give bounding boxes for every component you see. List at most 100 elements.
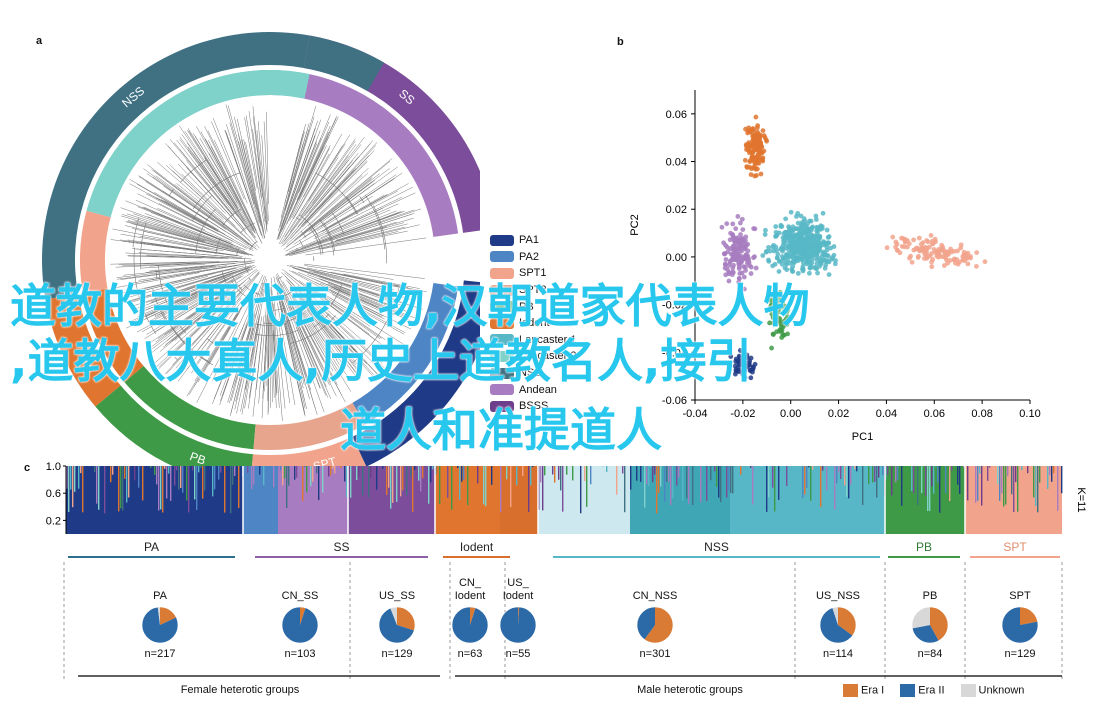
tree-branch <box>278 127 316 236</box>
tree-branch <box>282 281 341 378</box>
era-legend-label: Era I <box>861 684 885 697</box>
admix-bar <box>586 466 588 507</box>
admix-bar <box>263 466 265 486</box>
pie-slice <box>142 607 178 643</box>
pie-count: n=84 <box>917 648 943 660</box>
tree-branch <box>320 203 399 239</box>
tree-branch <box>114 272 200 289</box>
admix-bar <box>967 466 969 501</box>
scatter-point <box>743 256 749 262</box>
admix-bar <box>670 466 672 506</box>
scatter-point <box>823 258 829 263</box>
pie-slice <box>300 607 306 625</box>
tree-branch <box>291 294 352 392</box>
tree-branch <box>297 266 394 290</box>
legend-item: Iodent <box>490 315 576 332</box>
admix-bar <box>540 466 542 483</box>
legend-item: NSS <box>490 365 576 382</box>
admix-bar <box>726 466 728 498</box>
scatter-point <box>899 235 904 241</box>
admix-bar <box>882 466 884 475</box>
tree-branch-arc <box>277 276 283 280</box>
tree-branch-arc <box>263 312 305 324</box>
admix-bar <box>510 466 512 508</box>
admix-bar <box>238 466 240 509</box>
tree-branch <box>198 161 235 210</box>
tree-branch <box>142 276 242 332</box>
scatter-point <box>745 147 751 153</box>
admix-bar <box>854 466 856 470</box>
tree-branch <box>142 277 227 312</box>
admix-bar <box>310 466 312 487</box>
scatter-point <box>781 310 787 316</box>
admix-bar <box>838 466 840 473</box>
scatter-point <box>790 227 796 233</box>
admix-bar <box>316 466 318 474</box>
admix-bar <box>430 466 432 483</box>
tree-branch <box>226 132 252 205</box>
legend-swatch <box>490 400 514 412</box>
admix-bar <box>328 466 330 477</box>
tree-branch <box>320 161 364 207</box>
tree-branch <box>289 304 327 387</box>
admix-bar <box>80 466 82 474</box>
tree-branch <box>219 292 259 406</box>
tree-branch <box>297 286 376 365</box>
tree-branch <box>162 284 241 348</box>
scatter-point <box>798 213 804 219</box>
tree-branch <box>136 248 238 258</box>
scatter-point <box>928 233 934 238</box>
tree-branch <box>211 121 245 200</box>
scatter-point <box>719 224 725 230</box>
admix-bar <box>192 466 194 471</box>
pie-count: n=217 <box>144 648 176 660</box>
pie-slice <box>838 607 857 636</box>
scatter-point <box>769 303 775 308</box>
tree-branch <box>145 193 206 226</box>
admix-bar <box>937 466 939 483</box>
admix-bar <box>174 466 176 486</box>
tree-branch <box>208 311 241 365</box>
tree-branch <box>286 272 375 340</box>
admix-bar <box>616 466 618 495</box>
legend-swatch <box>490 317 514 329</box>
legend-label: SPT1 <box>519 267 547 280</box>
tree-branch <box>302 161 368 228</box>
admix-bar <box>306 466 308 493</box>
scatter-point <box>763 227 768 233</box>
scatter-point <box>813 265 818 271</box>
tree-branch-arc <box>192 172 240 210</box>
admix-bar <box>901 466 903 506</box>
tree-branch <box>235 327 254 402</box>
admix-bar <box>716 466 718 487</box>
admix-bar <box>318 466 320 501</box>
pie-title: PB <box>922 590 938 602</box>
admix-bar <box>1011 466 1013 495</box>
era-legend-swatch <box>900 684 916 697</box>
admix-bar <box>74 466 76 492</box>
y-tick-label: -0.06 <box>662 395 687 407</box>
tree-branch <box>212 118 248 204</box>
admix-bar <box>802 466 804 499</box>
tree-branch <box>341 282 423 310</box>
pie-slice <box>470 607 476 625</box>
scatter-point <box>753 166 759 172</box>
tree-branch <box>127 255 229 259</box>
legend-swatch <box>490 234 514 246</box>
admix-bar <box>766 466 768 512</box>
tree-branch <box>228 305 254 378</box>
tree-branch-arc <box>133 247 157 334</box>
scatter-point <box>743 234 749 240</box>
scatter-point <box>767 290 773 296</box>
male-groups-label: Male heterotic groups <box>637 684 743 696</box>
tree-branch <box>219 310 252 396</box>
scatter-point <box>769 311 775 317</box>
era-legend-item: Era II <box>900 684 945 697</box>
admix-bar <box>664 466 666 502</box>
admix-bar <box>334 466 336 474</box>
tree-branch <box>158 203 234 242</box>
admix-bar <box>188 466 190 513</box>
legend-label: BSSS <box>519 400 549 413</box>
admix-bar <box>491 466 493 485</box>
scatter-point <box>893 239 899 245</box>
